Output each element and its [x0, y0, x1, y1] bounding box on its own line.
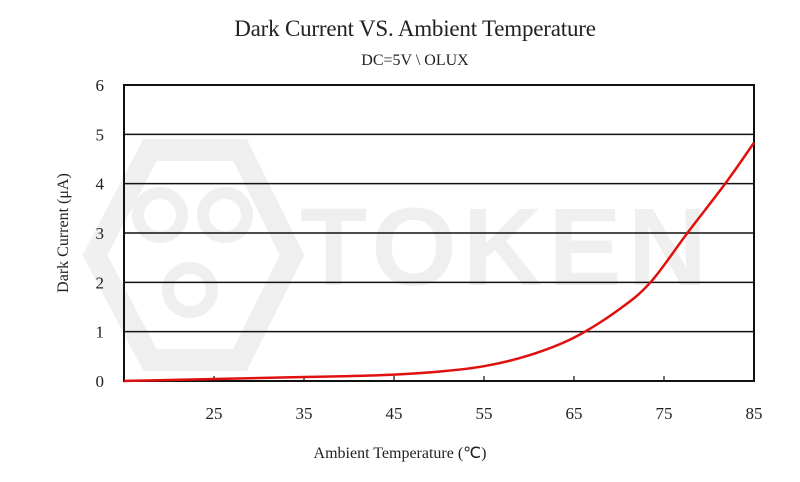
- x-tick-label: 55: [476, 404, 493, 423]
- chart-subtitle: DC=5V \ OLUX: [361, 52, 469, 69]
- watermark-logo: TOKEN: [82, 139, 713, 371]
- y-tick-label: 2: [96, 273, 105, 292]
- y-tick-label: 5: [96, 125, 105, 144]
- y-axis-label: Dark Current (μA): [55, 173, 72, 293]
- x-axis-label: Ambient Temperature (℃): [314, 445, 487, 462]
- y-axis-ticks: 0 1 2 3 4 5 6: [96, 76, 105, 391]
- x-tick-label: 75: [656, 404, 673, 423]
- y-tick-label: 1: [96, 323, 105, 342]
- y-tick-label: 6: [96, 76, 105, 95]
- chart-title: Dark Current VS. Ambient Temperature: [234, 16, 596, 41]
- watermark-text: TOKEN: [300, 186, 713, 309]
- plot-frame: [123, 84, 755, 382]
- x-axis-ticks: 25 35 45 55 65 75 85: [206, 376, 763, 423]
- y-tick-label: 0: [96, 372, 105, 391]
- x-tick-label: 65: [566, 404, 583, 423]
- x-tick-label: 35: [296, 404, 313, 423]
- x-tick-label: 85: [746, 404, 763, 423]
- y-tick-label: 3: [96, 224, 105, 243]
- gridlines: [124, 133, 754, 333]
- y-tick-label: 4: [96, 175, 105, 194]
- x-tick-label: 25: [206, 404, 223, 423]
- x-tick-label: 45: [386, 404, 403, 423]
- dark-current-line: [123, 142, 756, 383]
